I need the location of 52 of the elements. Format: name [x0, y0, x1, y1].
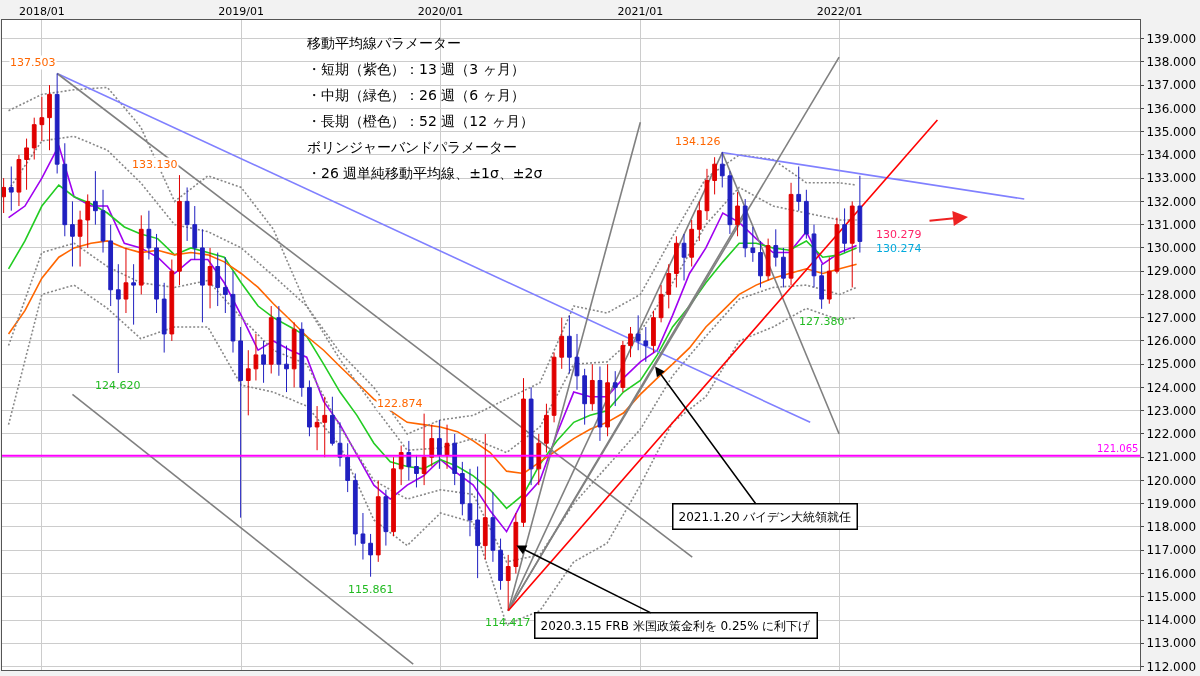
- annotation: ボリンジャーバンドパラメーター: [307, 139, 517, 155]
- x-tick-label: 2019/01: [218, 4, 265, 18]
- annotation: ・長期（橙色）：52 週（12 ヶ月）: [307, 113, 534, 129]
- y-tick-label: 136.000: [1146, 101, 1197, 116]
- y-tick-label: 127.000: [1146, 310, 1197, 325]
- y-tick-label: 119.000: [1146, 496, 1197, 511]
- y-tick-label: 122.000: [1146, 427, 1197, 442]
- y-tick-label: 116.000: [1146, 566, 1197, 581]
- y-tick-label: 130.000: [1146, 241, 1197, 256]
- annotation: 127.380: [799, 315, 845, 328]
- annotation: 2020.3.15 FRB 米国政策金利を 0.25% に利下げ: [540, 618, 812, 633]
- annotation: ・短期（紫色）：13 週（3 ヶ月）: [307, 61, 525, 77]
- x-tick-label: 2020/01: [417, 4, 464, 18]
- annotation: 2021.1.20 バイデン大統領就任: [678, 509, 852, 524]
- y-tick-label: 115.000: [1146, 589, 1197, 604]
- y-tick-label: 118.000: [1146, 520, 1197, 535]
- y-tick-label: 125.000: [1146, 357, 1197, 372]
- y-tick-label: 137.000: [1146, 78, 1197, 93]
- annotation: 115.861: [348, 583, 394, 596]
- annotation: 130.279: [876, 228, 922, 241]
- x-tick-label: 2021/01: [617, 4, 664, 18]
- annotation: 122.874: [377, 397, 423, 410]
- y-tick-label: 139.000: [1146, 31, 1197, 46]
- x-tick-label: 2018/01: [19, 4, 65, 18]
- y-tick-label: 114.000: [1146, 613, 1197, 628]
- y-tick-label: 126.000: [1146, 334, 1197, 349]
- y-tick-label: 133.000: [1146, 171, 1197, 186]
- y-tick-label: 112.000: [1146, 659, 1197, 674]
- y-tick-label: 135.000: [1146, 124, 1197, 139]
- annotation: 114.417: [485, 616, 531, 629]
- y-tick-label: 132.000: [1146, 194, 1197, 209]
- annotation: 133.130: [132, 158, 178, 171]
- y-tick-label: 123.000: [1146, 403, 1197, 418]
- annotation: 移動平均線パラメーター: [307, 35, 461, 51]
- y-tick-label: 134.000: [1146, 148, 1197, 163]
- y-tick-label: 138.000: [1146, 55, 1197, 70]
- annotation: 134.126: [675, 135, 721, 148]
- y-tick-label: 117.000: [1146, 543, 1197, 558]
- annotation: ・中期（緑色）：26 週（6 ヶ月）: [307, 87, 525, 103]
- y-tick-label: 131.000: [1146, 217, 1197, 232]
- x-tick-label: 2022/01: [816, 4, 863, 18]
- y-tick-label: 124.000: [1146, 380, 1197, 395]
- annotation: 130.274: [876, 242, 922, 255]
- y-tick-label: 128.000: [1146, 287, 1197, 302]
- y-tick-label: 113.000: [1146, 636, 1197, 651]
- y-tick-label: 120.000: [1146, 473, 1197, 488]
- annotation: ・26 週単純移動平均線、±1σ、±2σ: [307, 165, 543, 181]
- annotation: 137.503: [10, 56, 56, 69]
- ref-line-label: 121.065: [1097, 443, 1139, 454]
- y-tick-label: 121.000: [1146, 450, 1197, 465]
- y-tick-label: 129.000: [1146, 264, 1197, 279]
- annotation: 124.620: [95, 379, 141, 392]
